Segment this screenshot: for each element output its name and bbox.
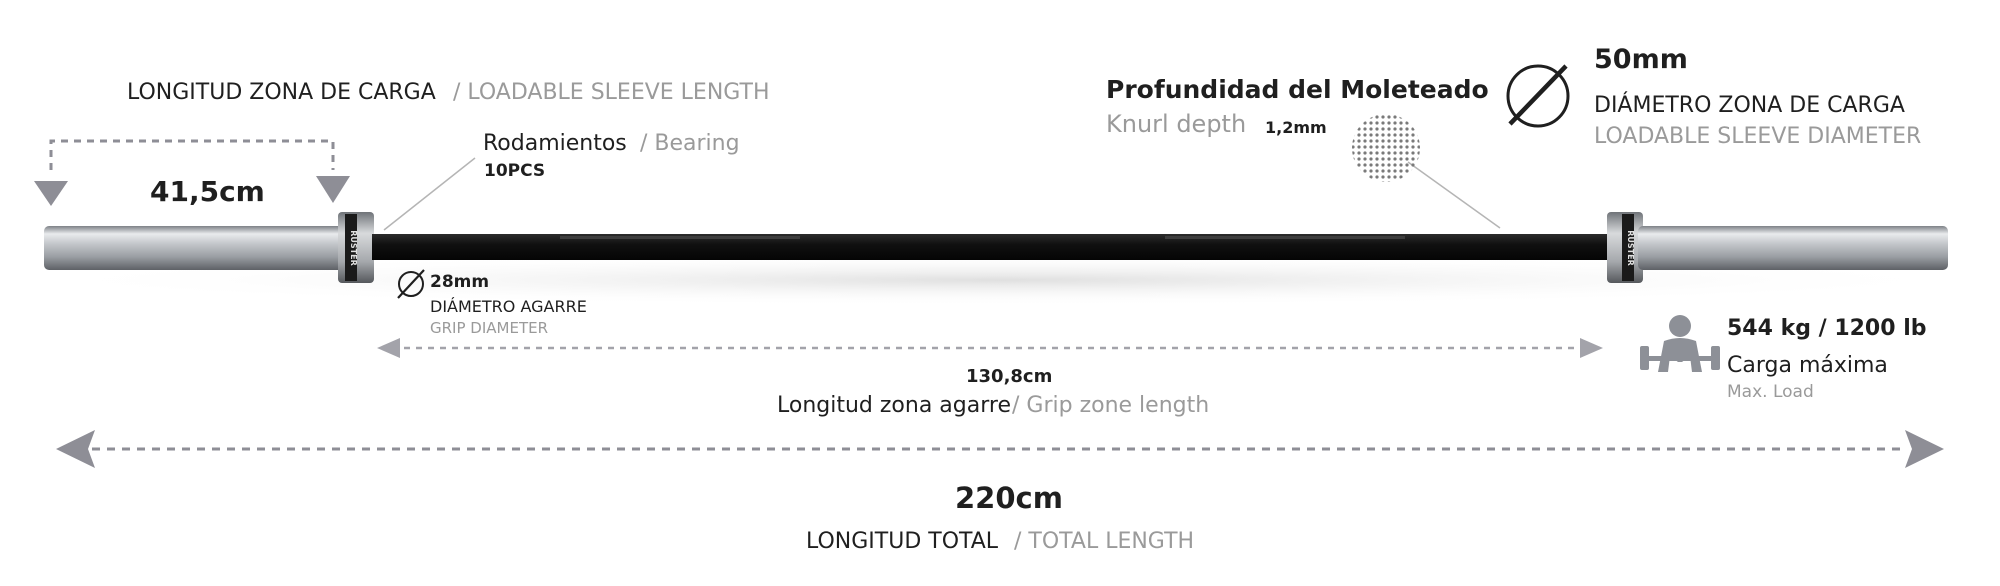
sleeve-length-label: LONGITUD ZONA DE CARGA — [127, 80, 436, 105]
knurl-pointer-line — [1407, 161, 1501, 229]
knurl-texture-icon — [1352, 114, 1420, 182]
knurl-zone-left — [560, 236, 800, 239]
sleeve-diameter-value: 50mm — [1594, 44, 1688, 75]
sleeve-arrow-right — [316, 176, 350, 203]
bearing-label-en: / Bearing — [640, 131, 740, 156]
left-collar-band — [345, 214, 357, 281]
bar-shadow — [10, 254, 1990, 306]
total-arrow-right — [1905, 430, 1944, 468]
grip-length-label: Longitud zona agarre — [777, 393, 1011, 418]
total-length-label-en: / TOTAL LENGTH — [1014, 529, 1195, 554]
right-collar-band — [1622, 214, 1634, 281]
grip-diameter-label: DIÁMETRO AGARRE — [430, 297, 587, 316]
bearing-count: 10PCS — [484, 161, 546, 181]
sleeve-diameter-label: DIÁMETRO ZONA DE CARGA — [1594, 93, 1905, 118]
max-load-label-en: Max. Load — [1727, 382, 1814, 402]
bearing-label: Rodamientos — [483, 131, 627, 156]
right-sleeve — [1638, 226, 1948, 270]
max-load-value: 544 kg / 1200 lb — [1727, 316, 1927, 341]
left-collar-brand: RUSTER — [349, 230, 358, 266]
sleeve-diameter-label-en: LOADABLE SLEEVE DIAMETER — [1594, 124, 1922, 149]
left-sleeve — [44, 226, 344, 270]
diameter-icon — [1506, 64, 1570, 128]
total-length-value: 220cm — [955, 481, 1063, 515]
total-arrow-left — [56, 430, 95, 468]
sleeve-arrow-left — [34, 181, 68, 206]
weightlifter-icon — [1640, 315, 1720, 372]
sleeve-length-bracket — [49, 139, 335, 170]
grip-diameter-label-en: GRIP DIAMETER — [430, 319, 549, 337]
right-collar-brand: RUSTER — [1626, 230, 1635, 266]
grip-diameter-icon — [397, 269, 425, 299]
sleeve-length-value: 41,5cm — [150, 175, 265, 208]
knurl-title: Profundidad del Moleteado — [1106, 75, 1489, 104]
knurl-value: 1,2mm — [1265, 118, 1327, 137]
knurl-label-en: Knurl depth — [1106, 110, 1247, 138]
knurl-zone-right — [1165, 236, 1405, 239]
grip-arrow-left — [377, 338, 400, 358]
grip-arrow-right — [1580, 338, 1603, 358]
grip-length-value: 130,8cm — [966, 366, 1053, 387]
grip-diameter-value: 28mm — [430, 272, 490, 292]
grip-length-label-en: / Grip zone length — [1012, 393, 1210, 418]
bearing-pointer-line — [383, 157, 476, 231]
sleeve-length-label-en: / LOADABLE SLEEVE LENGTH — [453, 80, 770, 105]
bar-shaft — [372, 234, 1618, 260]
total-length-label: LONGITUD TOTAL — [806, 529, 999, 554]
max-load-label: Carga máxima — [1727, 353, 1888, 378]
